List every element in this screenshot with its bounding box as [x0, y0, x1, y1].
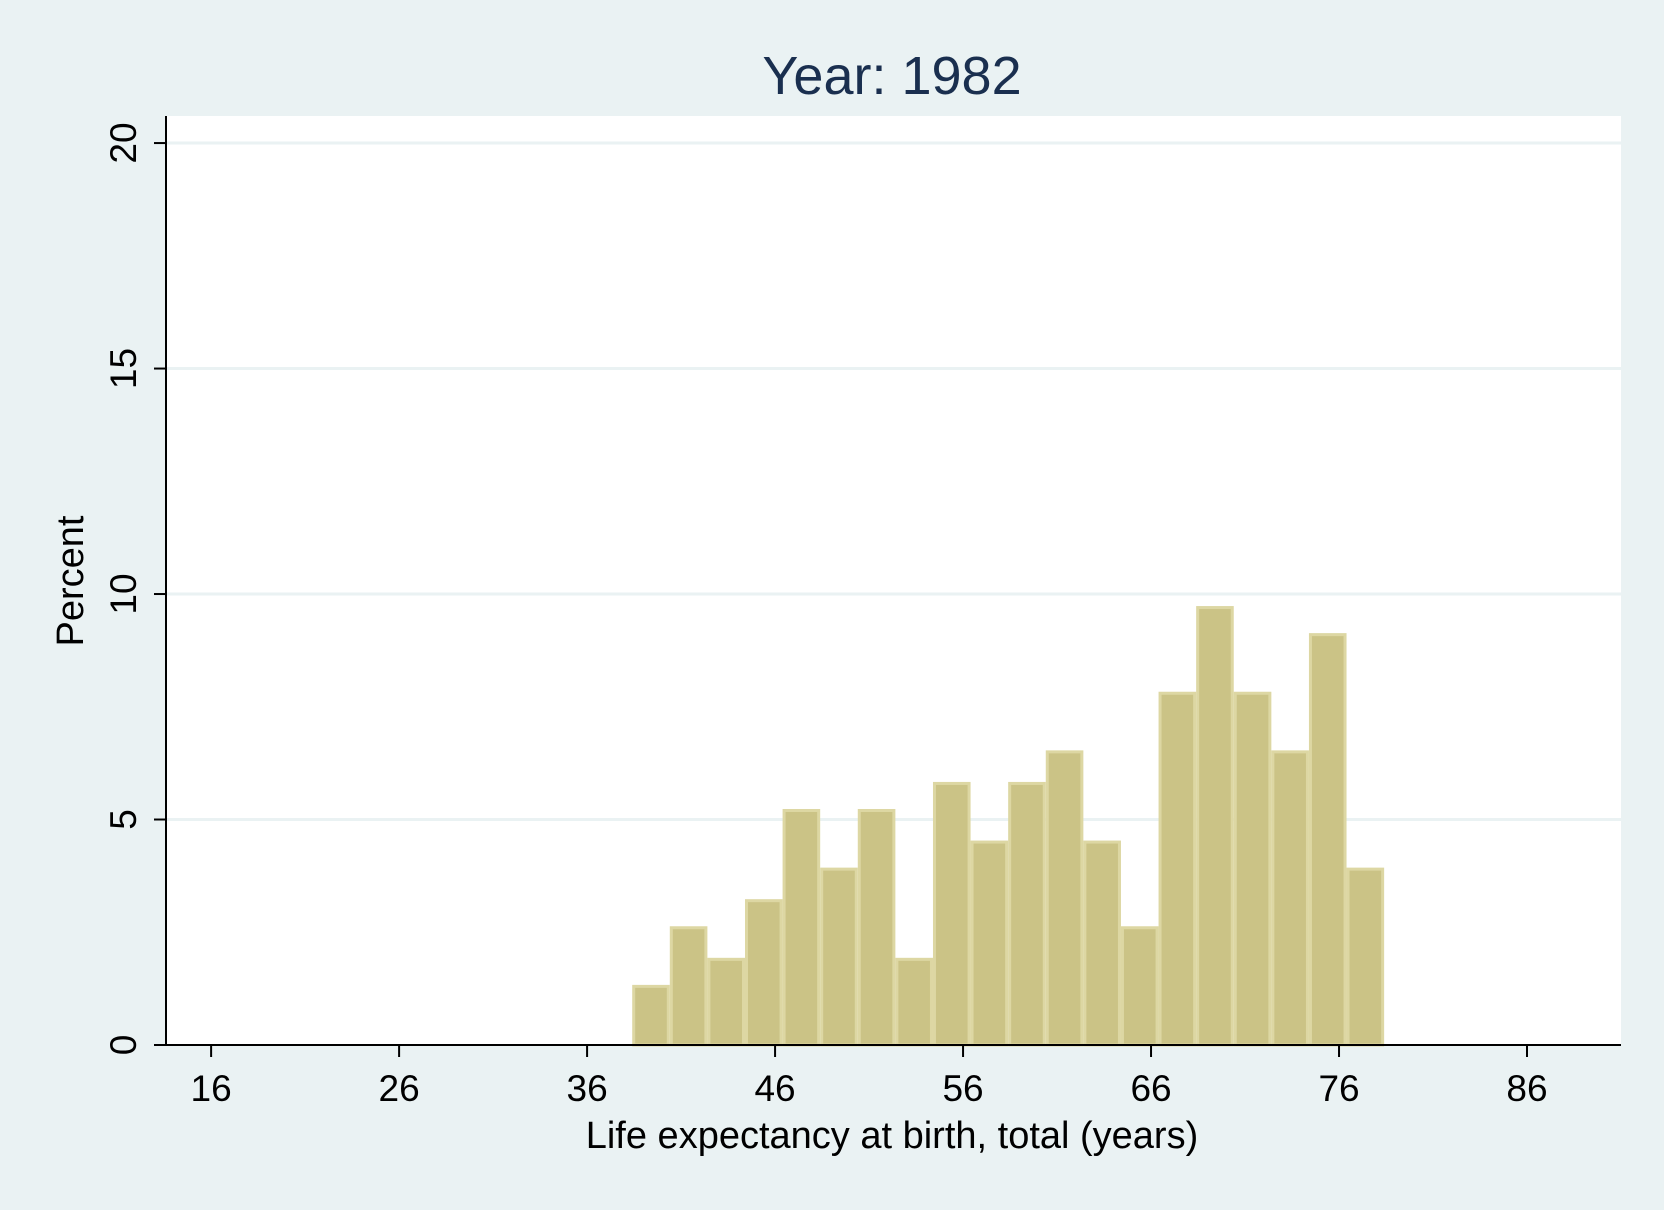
histogram-bar-7 — [857, 808, 896, 1047]
y-tick-label: 15 — [103, 348, 144, 389]
x-tick-label: 66 — [1130, 1068, 1171, 1109]
histogram-bar-1 — [632, 984, 670, 1047]
x-tick-label: 16 — [191, 1068, 232, 1109]
histogram-bar-11 — [1008, 781, 1046, 1047]
histogram-bar-15 — [1158, 691, 1197, 1047]
histogram-bar-13 — [1083, 840, 1121, 1047]
gridlines — [166, 141, 1621, 822]
histogram-bar-5 — [782, 808, 821, 1047]
histogram-bar-17 — [1233, 691, 1272, 1047]
histogram-bar-9 — [932, 781, 971, 1047]
histogram-bar-8 — [895, 957, 933, 1047]
histogram-bar-14 — [1120, 926, 1159, 1047]
histogram-bar-3 — [707, 957, 745, 1047]
y-axis-title: Percent — [50, 515, 92, 646]
histogram-bar-16 — [1196, 606, 1234, 1047]
y-tick-label: 20 — [103, 122, 144, 163]
x-tick-label: 46 — [754, 1068, 795, 1109]
y-tick-label: 10 — [103, 573, 144, 614]
x-tick-label: 76 — [1318, 1068, 1359, 1109]
axes — [154, 116, 1621, 1057]
histogram-bar-10 — [970, 840, 1009, 1047]
histogram-bar-2 — [669, 926, 708, 1047]
x-axis-title: Life expectancy at birth, total (years) — [586, 1115, 1199, 1157]
histogram-bars — [632, 606, 1385, 1047]
histogram-bar-20 — [1346, 867, 1385, 1047]
chart-title: Year: 1982 — [762, 46, 1021, 106]
histogram-bar-18 — [1271, 750, 1309, 1047]
histogram-bar-6 — [820, 867, 858, 1047]
histogram-bar-19 — [1308, 633, 1347, 1047]
histogram-bar-12 — [1045, 750, 1084, 1047]
x-tick-label: 86 — [1506, 1068, 1547, 1109]
x-tick-label: 26 — [379, 1068, 420, 1109]
y-tick-label: 0 — [103, 1035, 144, 1056]
tick-labels: 16 26 36 46 56 66 76 86 0 5 10 15 20 — [103, 122, 1548, 1109]
x-tick-label: 36 — [567, 1068, 608, 1109]
x-tick-label: 56 — [942, 1068, 983, 1109]
histogram-bar-4 — [744, 899, 783, 1047]
y-tick-label: 5 — [103, 809, 144, 830]
